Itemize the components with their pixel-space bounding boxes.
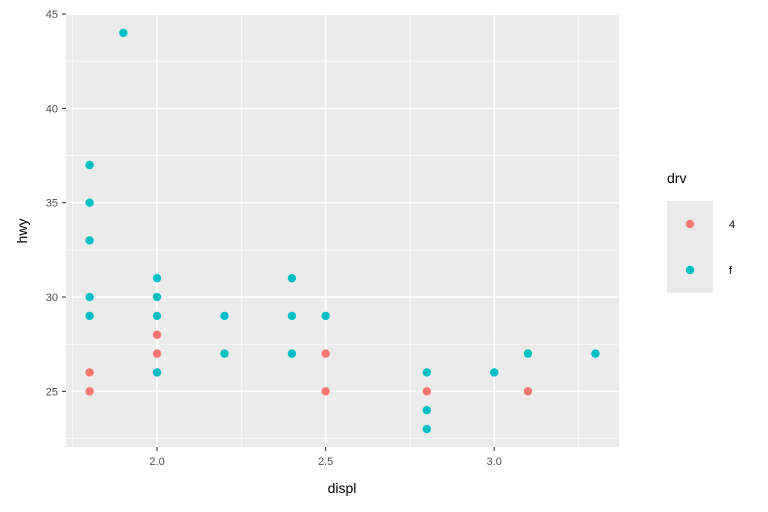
- y-axis-title: hwy: [14, 219, 30, 244]
- data-point-f: [422, 424, 431, 434]
- y-tick-label: 35: [46, 198, 58, 210]
- data-point-f: [85, 292, 94, 302]
- data-point-f: [287, 349, 297, 358]
- data-point-4: [152, 349, 162, 358]
- legend-entries: 4f: [685, 219, 735, 277]
- minor-gridlines: [66, 15, 619, 447]
- plot-panel: [66, 15, 619, 447]
- data-point-f: [85, 198, 94, 207]
- data-point-4: [321, 349, 330, 358]
- y-tick-label: 45: [46, 9, 58, 21]
- x-axis: 2.0 2.5 3.0: [149, 447, 502, 468]
- data-point-4: [85, 368, 94, 377]
- data-point-f: [490, 368, 499, 377]
- x-axis-title: displ: [328, 480, 357, 496]
- y-tick-label: 25: [46, 386, 58, 398]
- data-point-f: [152, 368, 162, 377]
- data-point-f: [523, 349, 533, 358]
- y-axis: 25 30 35 40 45: [46, 9, 66, 398]
- data-point-f: [152, 292, 162, 302]
- y-tick-label: 30: [46, 292, 58, 304]
- data-point-f: [287, 311, 297, 321]
- legend-title: drv: [667, 170, 686, 186]
- x-tick-label: 3.0: [487, 456, 502, 468]
- legend: drv 4f: [667, 170, 735, 293]
- data-point-f: [422, 368, 431, 377]
- data-point-4: [321, 387, 330, 396]
- data-point-4: [523, 387, 533, 396]
- legend-label: 4: [729, 219, 735, 231]
- data-points: [85, 28, 600, 434]
- legend-key-f: [685, 265, 695, 275]
- data-point-4: [422, 387, 431, 396]
- data-point-4: [85, 387, 94, 396]
- x-tick-label: 2.0: [149, 456, 164, 468]
- data-point-f: [220, 349, 229, 358]
- data-point-f: [119, 28, 128, 38]
- data-point-f: [85, 236, 94, 245]
- data-point-f: [152, 311, 162, 321]
- data-point-f: [591, 349, 600, 358]
- data-point-f: [321, 311, 330, 321]
- x-tick-label: 2.5: [318, 456, 333, 468]
- legend-key-background: [667, 201, 713, 293]
- legend-key-4: [685, 219, 695, 229]
- data-point-f: [85, 160, 94, 170]
- data-point-f: [152, 273, 162, 283]
- data-point-f: [85, 311, 94, 321]
- y-tick-label: 40: [46, 103, 58, 115]
- data-point-f: [422, 406, 431, 415]
- data-point-f: [287, 273, 297, 283]
- legend-label: f: [729, 265, 733, 277]
- data-point-4: [152, 330, 162, 339]
- data-point-f: [220, 311, 229, 321]
